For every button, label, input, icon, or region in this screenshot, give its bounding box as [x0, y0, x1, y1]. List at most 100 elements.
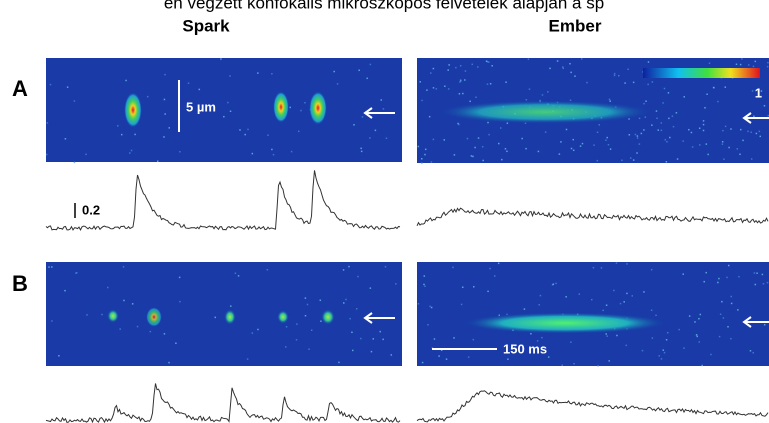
speckle-dot	[466, 137, 469, 140]
speckle-dot	[721, 143, 724, 145]
speckle-dot	[607, 143, 610, 146]
speckle-dot	[504, 148, 507, 150]
speckle-dot	[658, 355, 661, 357]
speckle-dot	[452, 266, 454, 269]
speckle-dot	[602, 309, 604, 312]
speckle-dot	[487, 121, 489, 124]
speckle-dot	[556, 60, 559, 62]
speckle-dot	[632, 81, 635, 84]
spark	[273, 91, 289, 123]
speckle-dot	[66, 86, 69, 88]
speckle-dot	[472, 338, 475, 341]
speckle-dot	[168, 361, 170, 364]
speckle-dot	[544, 131, 547, 133]
speckle-dot	[421, 99, 423, 102]
column-title: Spark	[182, 16, 230, 35]
speckle-dot	[319, 299, 322, 302]
arrows	[178, 80, 769, 350]
spark	[224, 309, 236, 325]
speckle-dot	[246, 358, 249, 360]
speckle-dot	[295, 339, 298, 341]
speckle-dot	[708, 62, 711, 64]
speckle-dot	[372, 338, 375, 340]
speckle-dot	[696, 335, 698, 338]
speckle-dot	[271, 148, 273, 151]
speckle-dot	[722, 317, 725, 319]
scale-label: 150 ms	[503, 341, 547, 356]
speckle-dot	[651, 337, 654, 339]
speckle-dot	[338, 361, 340, 364]
speckle-dot	[134, 133, 136, 136]
speckle-dot	[536, 340, 539, 342]
panel-label: B	[12, 271, 28, 296]
speckle-dot	[430, 306, 433, 309]
speckle-dot	[179, 151, 181, 153]
speckle-dot	[539, 294, 542, 297]
trace	[45, 383, 401, 423]
speckle-dot	[751, 90, 754, 92]
speckle-dot	[597, 365, 599, 367]
traces	[45, 170, 769, 423]
speckle-dot	[569, 62, 571, 65]
spark	[107, 309, 119, 323]
speckle-dot	[395, 283, 397, 285]
speckle-dot	[438, 355, 440, 357]
speckle-dot	[717, 100, 719, 103]
speckle-dot	[76, 272, 78, 274]
speckle-dot	[507, 358, 509, 360]
speckle-dot	[358, 69, 360, 72]
speckle-dot	[460, 80, 462, 82]
speckle-dot	[58, 355, 60, 357]
speckle-dot	[627, 68, 629, 71]
colorbar	[643, 68, 760, 78]
speckle-dot	[460, 303, 463, 306]
speckle-dot	[625, 344, 628, 347]
speckle-dot	[360, 150, 363, 153]
speckle-dot	[664, 139, 667, 141]
speckle-dot	[688, 315, 691, 317]
speckle-dot	[163, 333, 166, 335]
speckle-dot	[247, 128, 249, 131]
spark	[146, 307, 162, 327]
speckle-dot	[467, 356, 470, 358]
speckle-dot	[632, 159, 635, 161]
speckle-dot	[424, 153, 426, 156]
speckle-dot	[636, 137, 639, 139]
speckle-dot	[423, 283, 425, 286]
speckle-dot	[624, 82, 626, 84]
speckle-dot	[641, 349, 644, 352]
speckle-dot	[570, 341, 572, 343]
speckle-dot	[46, 153, 48, 156]
speckle-dot	[739, 153, 741, 156]
speckle-dot	[596, 159, 599, 162]
speckle-dot	[164, 73, 166, 76]
trace	[45, 170, 401, 231]
speckle-dot	[655, 314, 657, 317]
speckle-dot	[435, 88, 438, 90]
speckle-dot	[613, 72, 616, 75]
speckle-dot	[578, 293, 581, 295]
speckle-dot	[699, 144, 701, 146]
speckle-dot	[175, 342, 177, 345]
speckle-dot	[663, 351, 666, 354]
speckle-dot	[448, 64, 450, 66]
speckle-dot	[552, 283, 555, 285]
speckle-dot	[432, 87, 435, 89]
speckle-dot	[481, 145, 484, 148]
speckle-dot	[631, 295, 633, 297]
speckle-dot	[198, 88, 201, 91]
speckle-dot	[458, 123, 460, 126]
speckle-dot	[580, 58, 583, 60]
speckle-dot	[244, 133, 246, 136]
speckle-dot	[300, 109, 302, 112]
speckle-dot	[352, 349, 354, 352]
speckle-dot	[271, 73, 273, 75]
speckle-dot	[758, 130, 761, 133]
speckle-dot	[251, 152, 254, 155]
speckle-dot	[304, 314, 307, 317]
speckle-dot	[565, 128, 568, 131]
speckle-dot	[766, 65, 769, 68]
speckle-dot	[494, 275, 496, 277]
speckle-dot	[537, 150, 540, 153]
